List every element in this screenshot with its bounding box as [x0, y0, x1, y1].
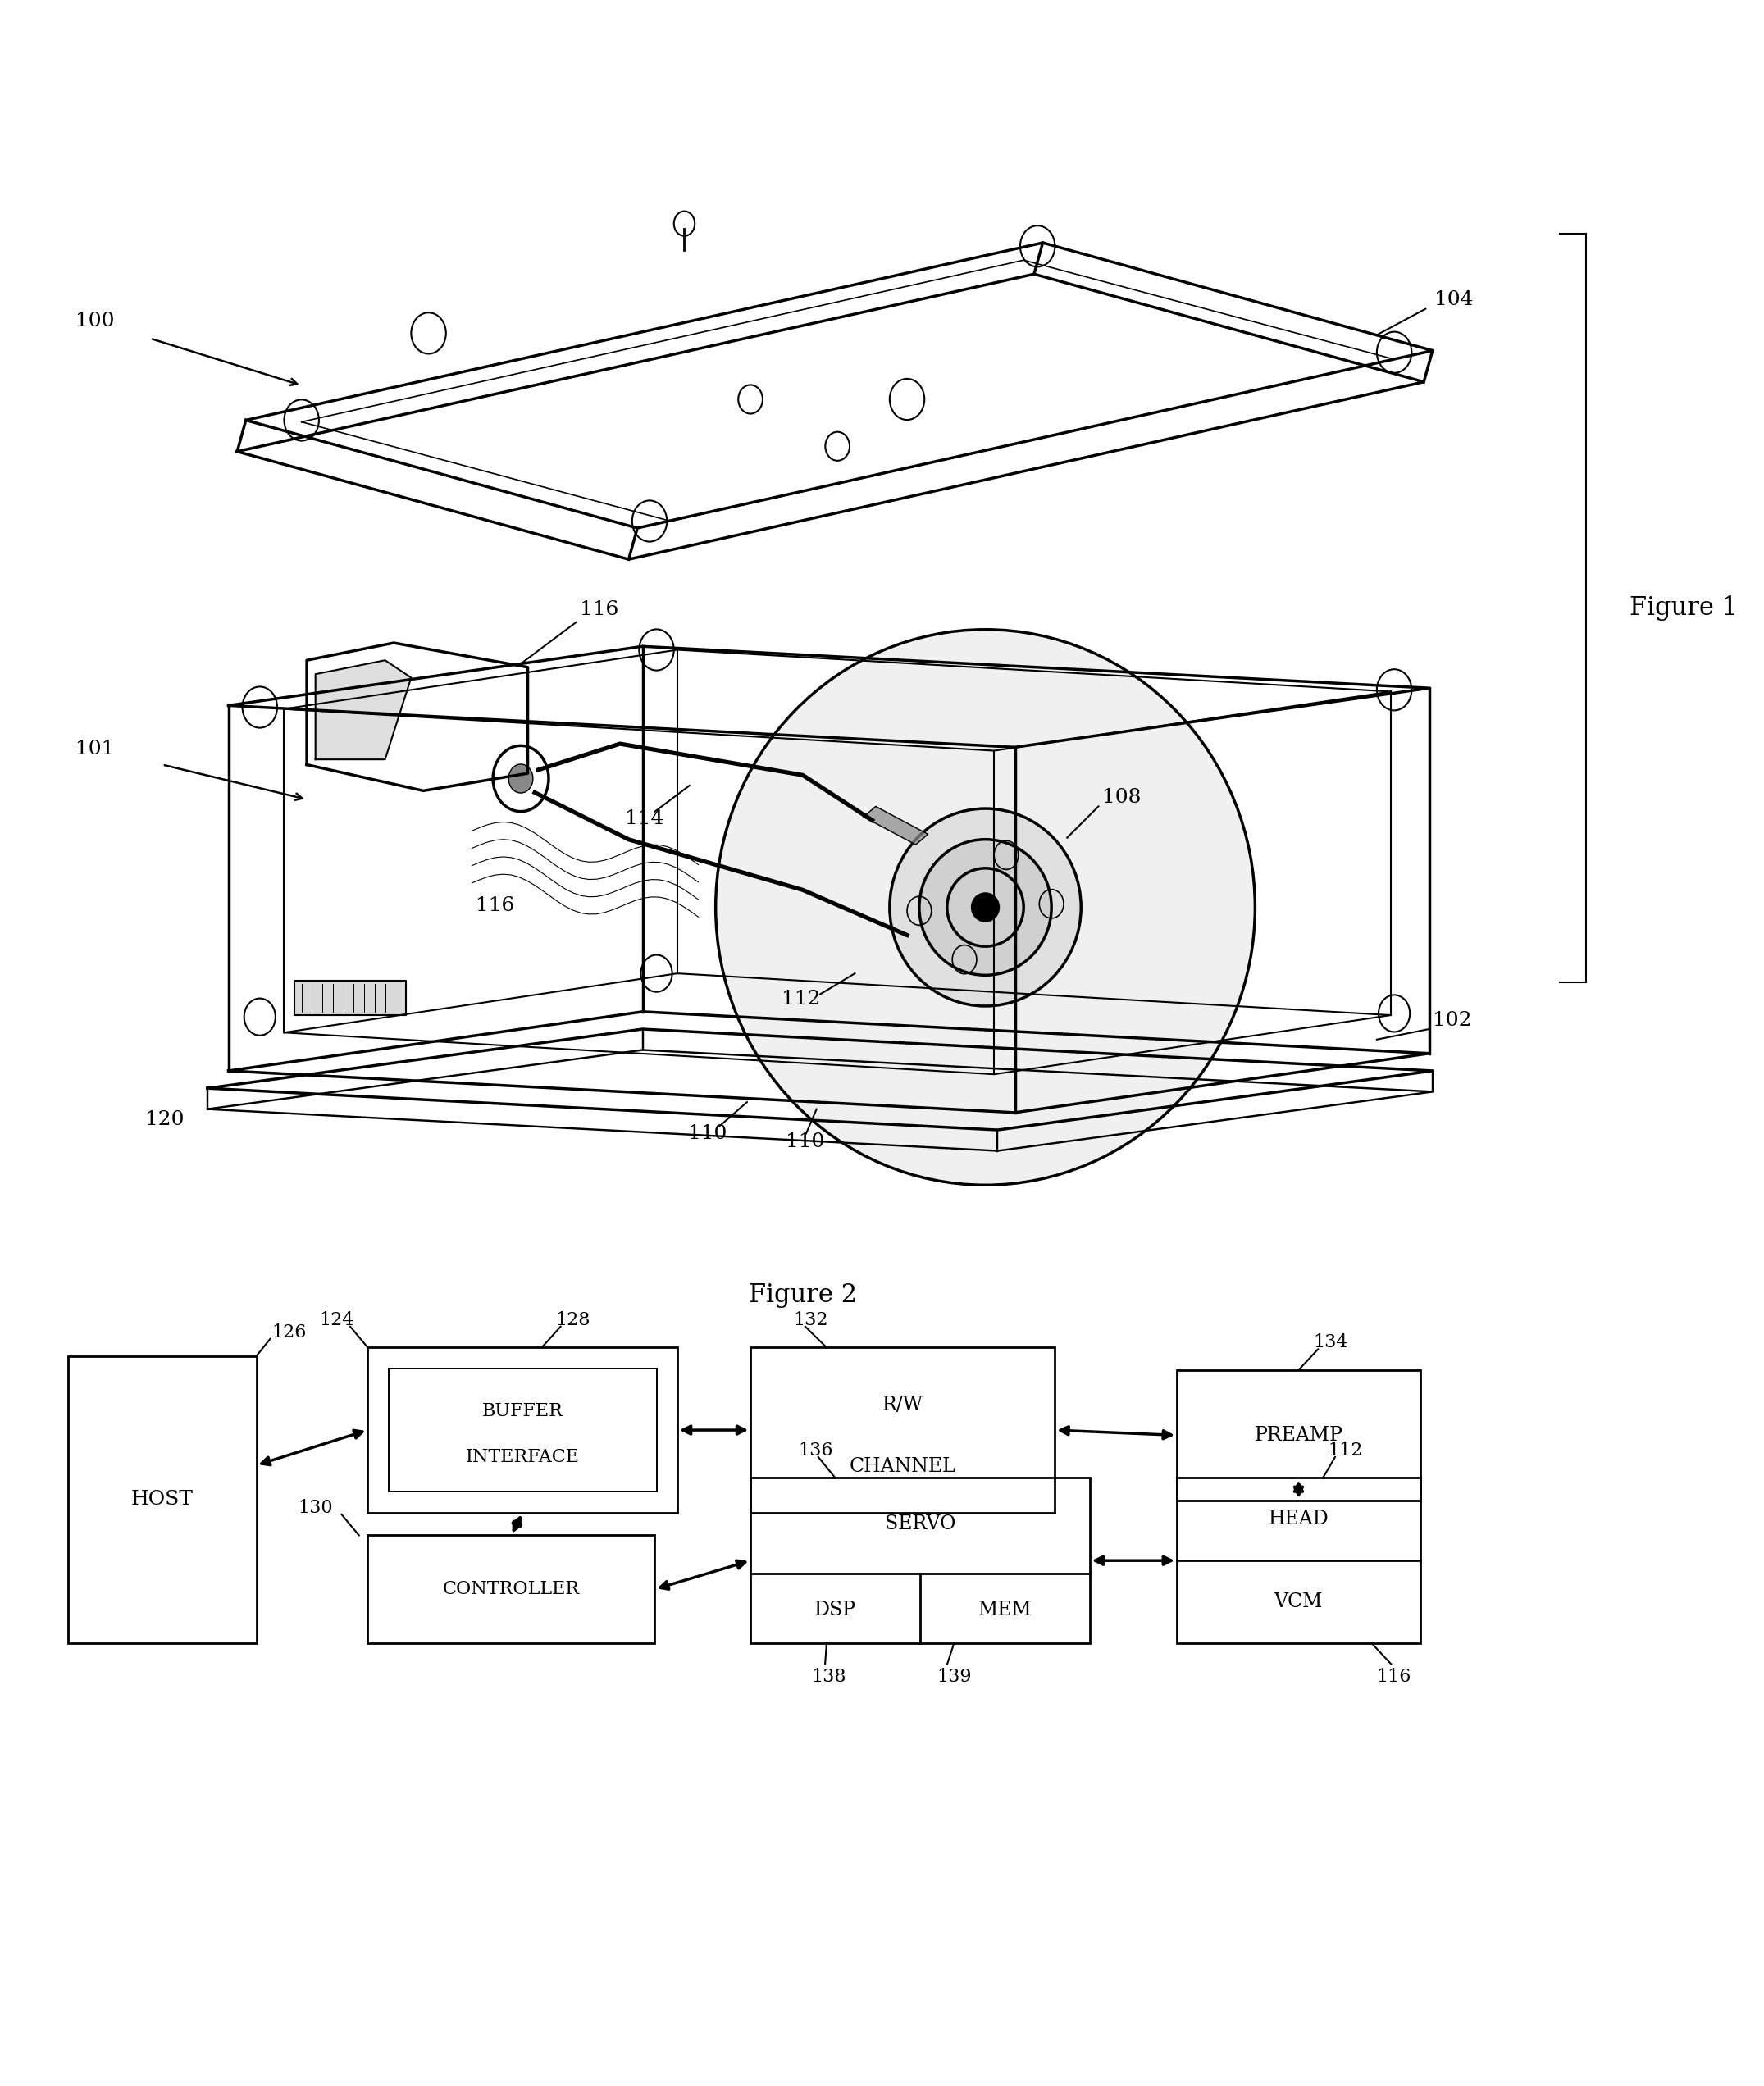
Ellipse shape [508, 763, 533, 793]
Polygon shape [316, 661, 411, 759]
Text: 128: 128 [556, 1310, 591, 1329]
Ellipse shape [889, 809, 1081, 1005]
Bar [367, 1348, 677, 1512]
Bar [1177, 1371, 1420, 1500]
Text: 116: 116 [476, 897, 515, 916]
Text: CONTROLLER: CONTROLLER [443, 1581, 580, 1598]
Text: 110: 110 [688, 1124, 727, 1143]
Text: HOST: HOST [131, 1489, 194, 1508]
Ellipse shape [919, 839, 1051, 974]
Bar [388, 1368, 656, 1491]
Bar [1177, 1477, 1420, 1644]
Text: 134: 134 [1312, 1333, 1348, 1352]
Text: DSP: DSP [815, 1600, 856, 1619]
Text: 112: 112 [1328, 1441, 1362, 1460]
Text: 139: 139 [937, 1667, 972, 1685]
Ellipse shape [492, 745, 549, 811]
Text: 130: 130 [298, 1498, 333, 1517]
Text: 126: 126 [272, 1323, 307, 1341]
Bar [69, 1356, 256, 1644]
Text: 108: 108 [1102, 789, 1141, 807]
Text: INTERFACE: INTERFACE [466, 1448, 580, 1466]
Text: 136: 136 [797, 1441, 833, 1460]
Text: 102: 102 [1432, 1012, 1471, 1030]
Text: Figure 2: Figure 2 [748, 1283, 857, 1308]
Text: VCM: VCM [1274, 1592, 1323, 1610]
Text: 132: 132 [794, 1310, 827, 1329]
Text: 110: 110 [785, 1133, 824, 1151]
Text: CHANNEL: CHANNEL [850, 1456, 956, 1477]
Text: 100: 100 [76, 311, 115, 330]
Bar [367, 1535, 654, 1644]
Text: 104: 104 [1434, 290, 1473, 309]
Bar [750, 1477, 1090, 1644]
Text: HEAD: HEAD [1268, 1510, 1328, 1529]
Text: 112: 112 [781, 991, 820, 1010]
Text: 138: 138 [811, 1667, 847, 1685]
Ellipse shape [972, 893, 998, 922]
Polygon shape [864, 807, 928, 845]
Bar [750, 1348, 1055, 1512]
Text: SERVO: SERVO [884, 1514, 956, 1533]
Ellipse shape [716, 630, 1254, 1185]
Text: 116: 116 [580, 601, 619, 620]
Text: BUFFER: BUFFER [482, 1402, 563, 1421]
Text: 116: 116 [1376, 1667, 1411, 1685]
Text: 101: 101 [76, 738, 115, 759]
Text: 120: 120 [145, 1110, 183, 1129]
Text: Figure 1: Figure 1 [1630, 595, 1738, 622]
Text: R/W: R/W [882, 1396, 923, 1414]
Text: 114: 114 [624, 809, 663, 828]
Text: PREAMP: PREAMP [1254, 1427, 1342, 1446]
Text: MEM: MEM [977, 1600, 1032, 1619]
Text: 124: 124 [319, 1310, 355, 1329]
Polygon shape [295, 980, 406, 1016]
